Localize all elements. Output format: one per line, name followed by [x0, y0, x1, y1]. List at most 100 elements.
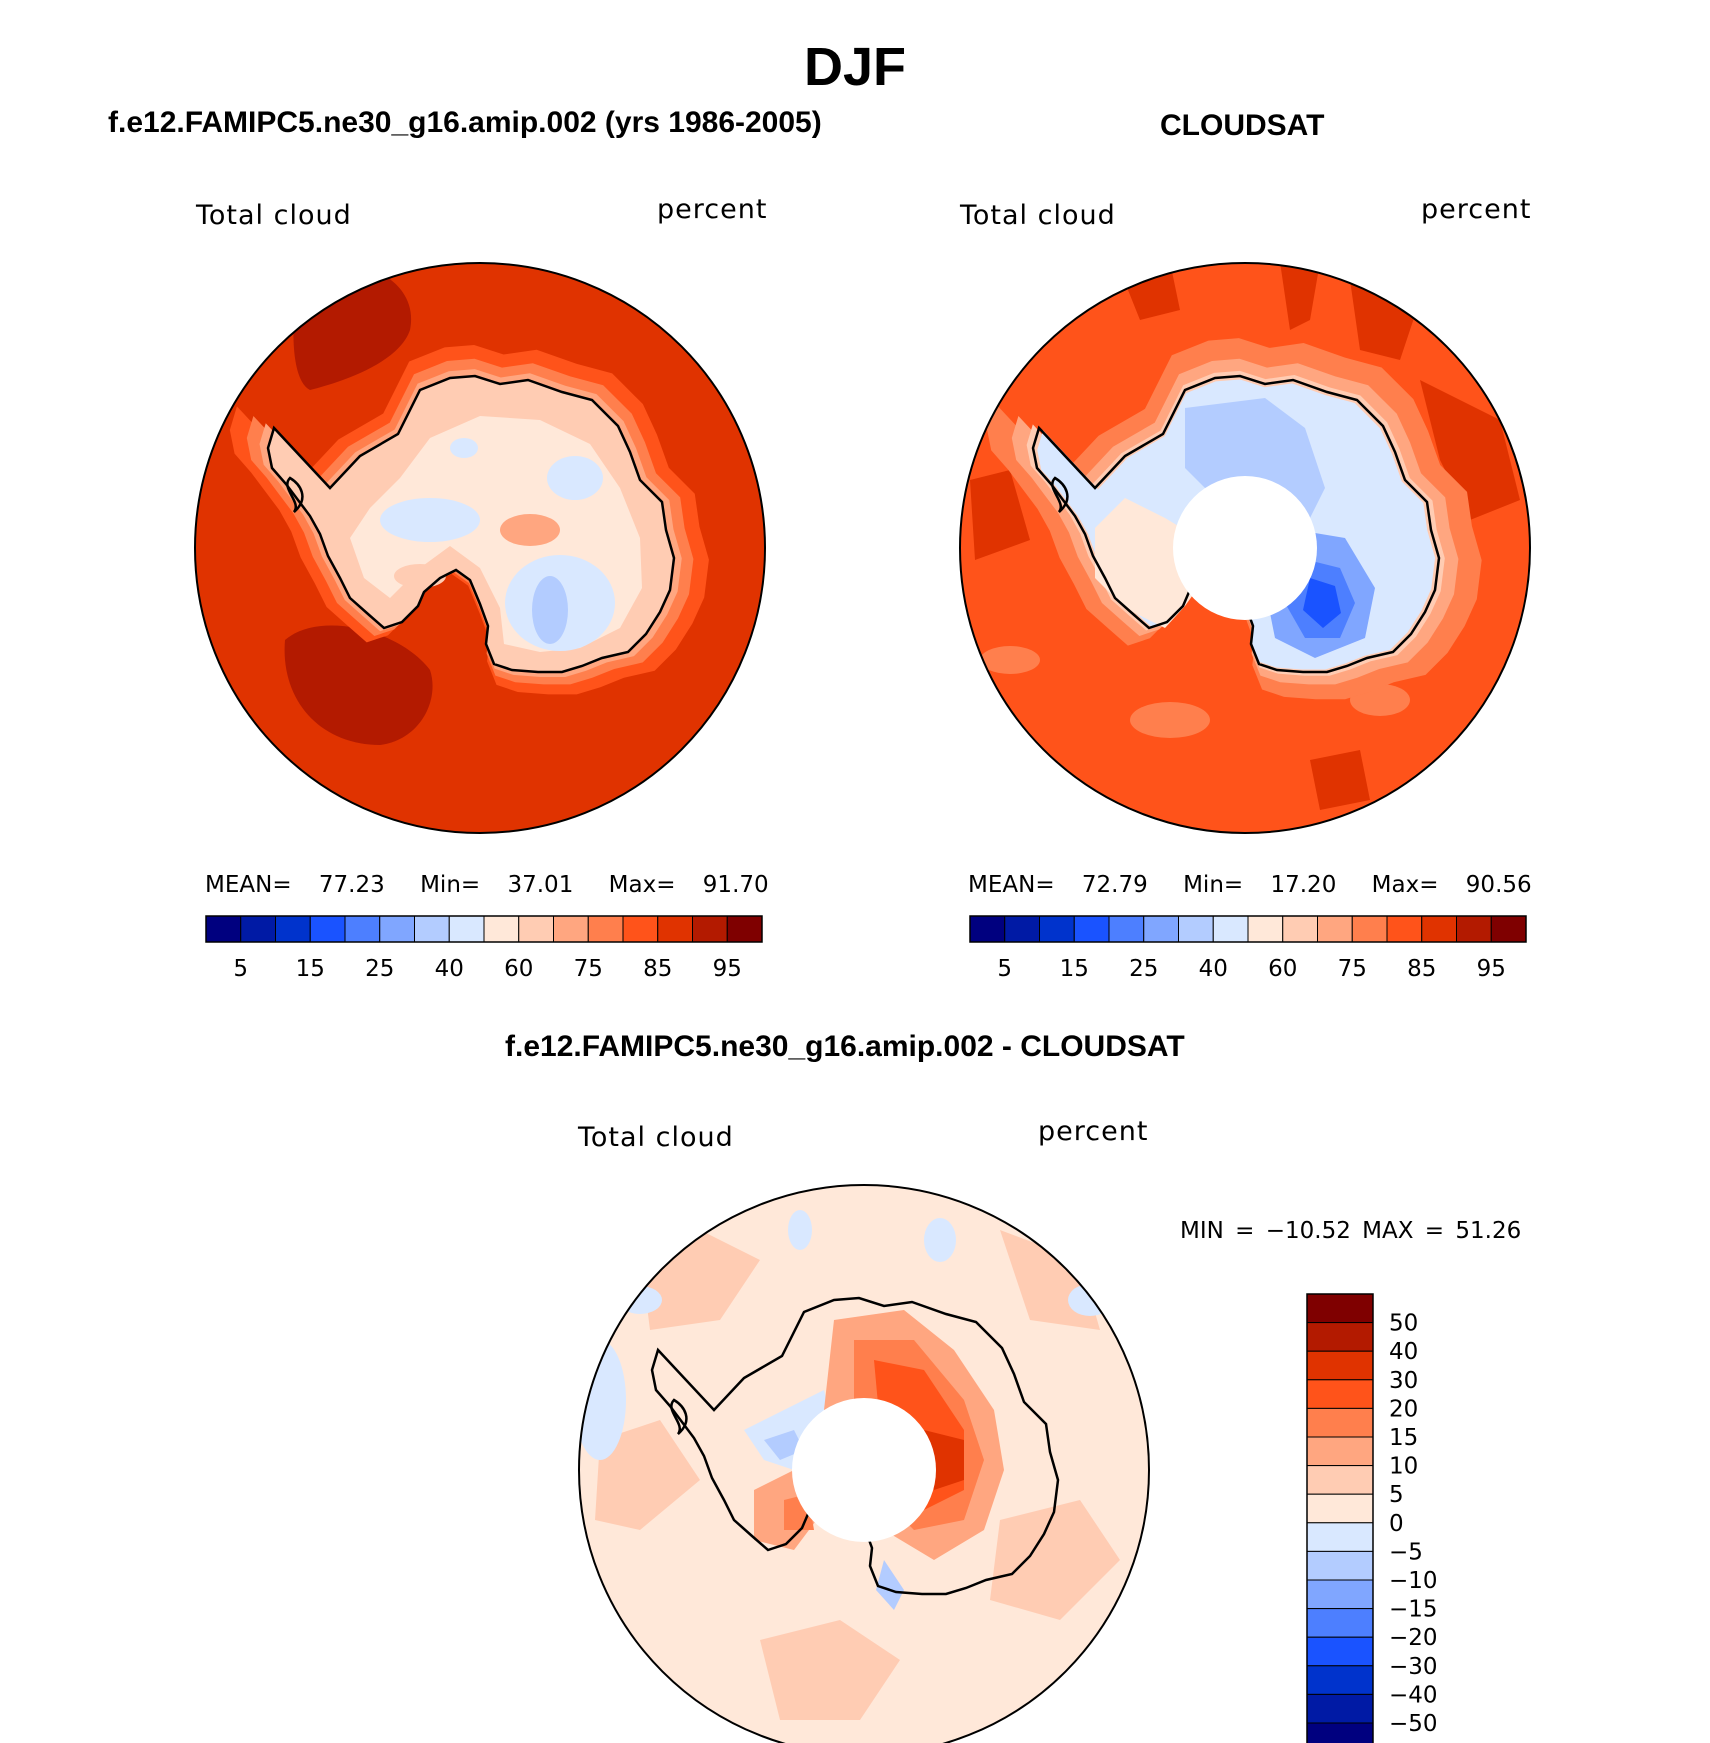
- panel-obs-stats: MEAN= 72.79 Min= 17.20 Max= 90.56: [968, 872, 1532, 898]
- colorbar-tick-label: 75: [574, 956, 603, 982]
- colorbar-swatch: [1247, 915, 1284, 943]
- colorbar-swatch: [1306, 1465, 1374, 1495]
- colorbar-swatch: [275, 915, 311, 943]
- colorbar-tick-label: 40: [435, 956, 464, 982]
- colorbar-swatch: [969, 915, 1006, 943]
- colorbar-swatch: [1306, 1407, 1374, 1438]
- colorbar-swatch: [1306, 1436, 1374, 1467]
- colorbar-swatch: [309, 915, 346, 943]
- colorbar-tick-label: −15: [1389, 1597, 1438, 1623]
- colorbar-tick-label: −50: [1389, 1711, 1438, 1737]
- colorbar-swatch: [1306, 1636, 1374, 1667]
- colorbar-swatch: [657, 915, 693, 943]
- panel-diff-variable: Total cloud: [578, 1122, 734, 1153]
- colorbar-swatch: [1306, 1693, 1374, 1724]
- colorbar-swatch: [1306, 1579, 1374, 1610]
- colorbar-tick-label: 85: [643, 956, 672, 982]
- max-label: Max=: [1371, 872, 1439, 898]
- colorbar-swatch: [692, 915, 728, 943]
- colorbar-tick-label: 5: [233, 956, 248, 982]
- colorbar-swatch: [483, 915, 520, 943]
- colorbar-swatch: [518, 915, 554, 943]
- colorbar-swatch: [726, 915, 763, 943]
- colorbar-swatch: [1306, 1350, 1374, 1381]
- colorbar-swatch: [205, 915, 242, 943]
- max-value: 91.70: [702, 872, 769, 898]
- colorbar-model: 5 15 25 40 60 75 85 95: [205, 915, 763, 982]
- map-cloudsat: [959, 262, 1531, 834]
- panel-model-variable: Total cloud: [196, 200, 352, 231]
- colorbar-swatch: [1108, 915, 1145, 943]
- panel-model-units: percent: [657, 194, 768, 225]
- colorbar-tick-label: 15: [1060, 956, 1089, 982]
- colorbar-swatch: [1351, 915, 1388, 943]
- colorbar-swatch: [1386, 915, 1423, 943]
- colorbar-swatch: [1306, 1293, 1374, 1324]
- colorbar-swatch: [240, 915, 276, 943]
- colorbar-swatch: [622, 915, 659, 943]
- colorbar-tick-label: 25: [1129, 956, 1158, 982]
- colorbar-tick-label: 60: [504, 956, 533, 982]
- colorbar-swatch: [1282, 915, 1318, 943]
- colorbar-swatch: [1073, 915, 1110, 943]
- colorbar-swatch: [379, 915, 415, 943]
- colorbar-swatch: [1212, 915, 1249, 943]
- colorbar-tick-label: 75: [1338, 956, 1367, 982]
- map-model: [194, 262, 766, 834]
- colorbar-swatch: [1306, 1522, 1374, 1552]
- colorbar-tick-label: 10: [1389, 1454, 1418, 1480]
- map-diff: [578, 1184, 1150, 1743]
- colorbar-tick-label: −5: [1389, 1539, 1423, 1565]
- colorbar-tick-label: 0: [1389, 1511, 1404, 1537]
- colorbar-tick-label: 95: [713, 956, 742, 982]
- colorbar-tick-label: 5: [997, 956, 1012, 982]
- colorbar-swatch: [1143, 915, 1179, 943]
- colorbar-tick-label: 40: [1389, 1339, 1418, 1365]
- min-value: 17.20: [1270, 872, 1337, 898]
- colorbar-tick-label: 25: [365, 956, 394, 982]
- colorbar-swatch: [1178, 915, 1214, 943]
- panel-obs-title: CLOUDSAT: [1160, 109, 1325, 142]
- colorbar-tick-label: 30: [1389, 1368, 1418, 1394]
- panel-model-title: f.e12.FAMIPC5.ne30_g16.amip.002 (yrs 198…: [108, 106, 822, 139]
- colorbar-tick-label: 50: [1389, 1311, 1418, 1337]
- colorbar-swatch: [1039, 915, 1075, 943]
- colorbar-swatch: [553, 915, 589, 943]
- colorbar-cloudsat: 5 15 25 40 60 75 85 95: [969, 915, 1527, 982]
- panel-model-stats: MEAN= 77.23 Min= 37.01 Max= 91.70: [205, 872, 769, 898]
- mean-value: 72.79: [1081, 872, 1148, 898]
- min-label: Min=: [420, 872, 481, 898]
- colorbar-tick-label: 40: [1199, 956, 1228, 982]
- colorbar-swatch: [414, 915, 450, 943]
- colorbar-tick-label: −20: [1389, 1625, 1438, 1651]
- colorbar-swatch: [1306, 1550, 1374, 1581]
- colorbar-swatch: [1306, 1665, 1374, 1695]
- colorbar-tick-label: 60: [1268, 956, 1297, 982]
- colorbar-swatch: [448, 915, 485, 943]
- colorbar-swatch: [1004, 915, 1040, 943]
- colorbar-swatch: [1306, 1608, 1374, 1638]
- panel-diff-stats: MIN = −10.52 MAX = 51.26: [1180, 1218, 1522, 1244]
- colorbar-tick-label: −10: [1389, 1568, 1438, 1594]
- panel-diff-units: percent: [1038, 1116, 1149, 1147]
- colorbar-tick-label: 20: [1389, 1396, 1418, 1422]
- colorbar-swatch: [1456, 915, 1492, 943]
- colorbar-swatch: [1306, 1322, 1374, 1352]
- min-value: 37.01: [507, 872, 574, 898]
- colorbar-tick-label: 5: [1389, 1482, 1404, 1508]
- colorbar-swatch: [1306, 1493, 1374, 1524]
- mean-value: 77.23: [318, 872, 385, 898]
- min-label: Min=: [1183, 872, 1244, 898]
- colorbar-swatch: [1306, 1379, 1374, 1409]
- panel-diff-title: f.e12.FAMIPC5.ne30_g16.amip.002 - CLOUDS…: [505, 1030, 1185, 1063]
- mean-label: MEAN=: [205, 872, 292, 898]
- colorbar-swatch: [1317, 915, 1353, 943]
- colorbar-swatch: [1490, 915, 1527, 943]
- colorbar-swatch: [587, 915, 624, 943]
- colorbar-swatch: [1421, 915, 1457, 943]
- colorbar-tick-label: −40: [1389, 1682, 1438, 1708]
- max-value: 90.56: [1465, 872, 1532, 898]
- max-label: Max=: [608, 872, 676, 898]
- colorbar-tick-label: 15: [296, 956, 325, 982]
